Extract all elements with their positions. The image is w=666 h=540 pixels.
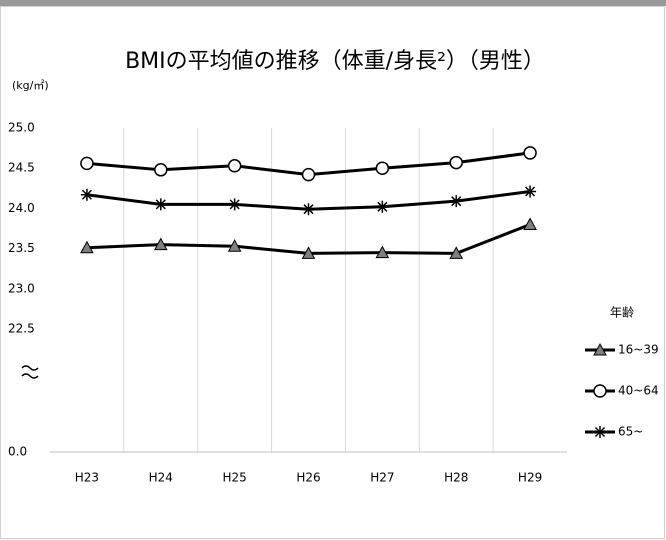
data-point [153, 237, 168, 251]
data-point [449, 246, 464, 259]
chart-frame [0, 6, 665, 539]
x-tick-label: H28 [444, 471, 468, 485]
y-unit: (kg/㎡) [12, 79, 49, 92]
legend-title: 年齢 [610, 305, 634, 320]
data-point [301, 246, 316, 259]
y-tick-label: 22.5 [8, 322, 35, 336]
data-point [523, 146, 537, 160]
data-point [227, 239, 242, 252]
x-tick-label: H29 [518, 471, 542, 485]
data-point [375, 161, 390, 175]
x-tick-label: H23 [75, 471, 99, 485]
legend-marker [593, 342, 607, 356]
data-point [449, 155, 463, 170]
data-point [302, 203, 315, 216]
data-point [301, 167, 316, 182]
legend-marker [594, 426, 606, 438]
data-point [450, 195, 463, 208]
y-tick-label: 24.5 [8, 161, 35, 175]
legend-label: 65~ [618, 425, 643, 439]
data-point [80, 188, 93, 201]
legend-marker [593, 384, 607, 398]
data-point [524, 185, 537, 198]
y-tick-label: 25.0 [8, 121, 35, 135]
y-tick-label: 0.0 [8, 445, 27, 459]
legend-label: 40~64 [618, 384, 659, 398]
chart-title: BMIの平均値の推移（体重/身長²）（男性） [125, 49, 545, 74]
x-tick-label: H27 [370, 471, 394, 485]
data-point [375, 245, 390, 259]
data-point [227, 159, 242, 173]
y-tick-label: 23.0 [8, 281, 35, 295]
data-point [228, 198, 241, 211]
top-bar [0, 0, 666, 6]
y-tick-label: 23.5 [8, 241, 35, 255]
legend-label: 16~39 [618, 343, 659, 357]
x-tick-label: H24 [149, 471, 173, 485]
data-point [80, 240, 94, 254]
data-point [154, 163, 168, 177]
data-point [376, 200, 389, 213]
data-point [154, 198, 167, 211]
data-point [523, 217, 537, 230]
x-tick-label: H25 [222, 471, 246, 485]
data-point [80, 156, 94, 171]
x-tick-label: H26 [296, 471, 320, 485]
y-tick-label: 24.0 [8, 201, 35, 215]
axis-break [21, 365, 39, 379]
